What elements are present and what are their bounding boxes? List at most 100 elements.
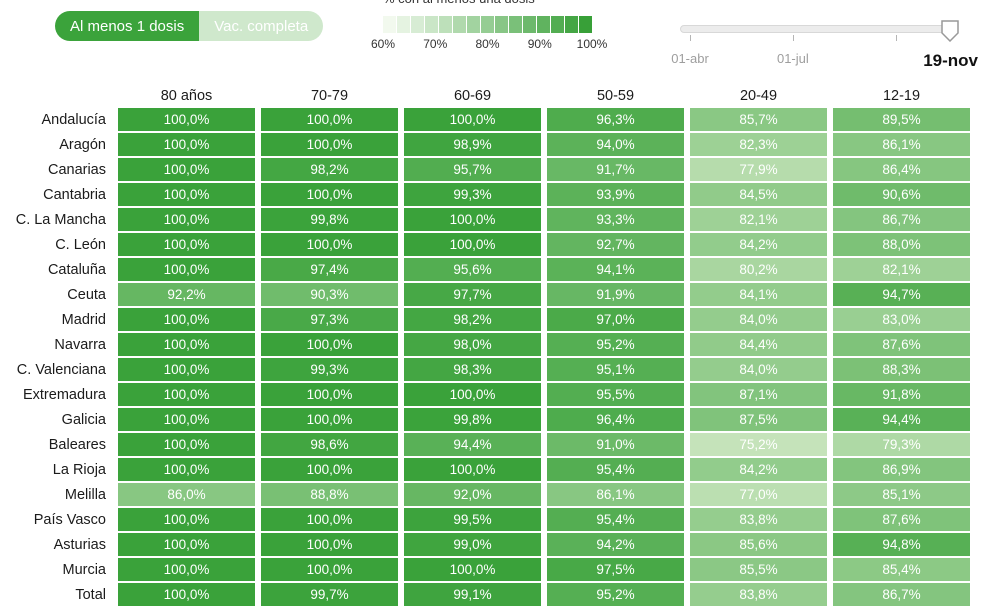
legend-swatch xyxy=(509,16,522,33)
legend-swatch xyxy=(579,16,592,33)
heatmap-cell: 100,0% xyxy=(118,183,255,206)
heatmap-cell: 87,6% xyxy=(833,333,970,356)
heatmap-cell: 82,3% xyxy=(690,133,827,156)
heatmap-cell: 95,2% xyxy=(547,583,684,606)
legend-title: % con al menos una dosis xyxy=(383,0,535,6)
heatmap-cell: 79,3% xyxy=(833,433,970,456)
heatmap-cell: 94,8% xyxy=(833,533,970,556)
heatmap-cell: 82,1% xyxy=(833,258,970,281)
legend-swatch xyxy=(537,16,550,33)
heatmap-cell: 95,2% xyxy=(547,333,684,356)
heatmap-cell: 97,7% xyxy=(404,283,541,306)
row-label: Navarra xyxy=(54,336,106,353)
heatmap-cell: 100,0% xyxy=(118,533,255,556)
heatmap-cell: 77,9% xyxy=(690,158,827,181)
row-label: C. La Mancha xyxy=(15,211,106,228)
heatmap-cell: 93,9% xyxy=(547,183,684,206)
heatmap-cell: 100,0% xyxy=(118,458,255,481)
heatmap-cell: 97,5% xyxy=(547,558,684,581)
heatmap-cell: 98,2% xyxy=(404,308,541,331)
heatmap-cell: 100,0% xyxy=(118,158,255,181)
heatmap-cell: 85,7% xyxy=(690,108,827,131)
heatmap-cell: 100,0% xyxy=(261,383,398,406)
heatmap-cell: 87,6% xyxy=(833,508,970,531)
heatmap-cell: 90,6% xyxy=(833,183,970,206)
heatmap-cell: 86,4% xyxy=(833,158,970,181)
heatmap-cell: 100,0% xyxy=(261,108,398,131)
heatmap-cell: 96,4% xyxy=(547,408,684,431)
heatmap-cell: 99,0% xyxy=(404,533,541,556)
heatmap-cell: 99,8% xyxy=(261,208,398,231)
row-label: Baleares xyxy=(48,436,106,453)
row-label: Melilla xyxy=(64,486,106,503)
heatmap-cell: 84,4% xyxy=(690,333,827,356)
date-slider: 01-abr 01-jul xyxy=(671,20,959,72)
heatmap-cell: 95,1% xyxy=(547,358,684,381)
toggle-option-al-menos-1-dosis[interactable]: Al menos 1 dosis xyxy=(55,11,200,41)
heatmap-cell: 98,0% xyxy=(404,333,541,356)
heatmap-cell: 98,3% xyxy=(404,358,541,381)
legend-swatch xyxy=(481,16,494,33)
heatmap-cell: 95,7% xyxy=(404,158,541,181)
dose-toggle: Al menos 1 dosis Vac. completa xyxy=(55,11,324,41)
legend-swatch xyxy=(551,16,564,33)
legend-tick-label: 60% xyxy=(370,37,396,51)
heatmap-cell: 99,3% xyxy=(261,358,398,381)
heatmap-cell: 100,0% xyxy=(261,533,398,556)
column-header: 50-59 xyxy=(596,88,635,104)
row-label: Canarias xyxy=(47,161,106,178)
heatmap-cell: 100,0% xyxy=(261,458,398,481)
heatmap-cell: 87,5% xyxy=(690,408,827,431)
heatmap-cell: 100,0% xyxy=(118,383,255,406)
selected-date-label: 19-nov xyxy=(923,51,978,70)
heatmap-cell: 100,0% xyxy=(404,208,541,231)
column-header: 60-69 xyxy=(453,88,492,104)
heatmap-cell: 94,0% xyxy=(547,133,684,156)
row-label: La Rioja xyxy=(52,461,106,478)
heatmap-cell: 77,0% xyxy=(690,483,827,506)
heatmap-cell: 100,0% xyxy=(118,558,255,581)
heatmap-cell: 93,3% xyxy=(547,208,684,231)
heatmap-cell: 75,2% xyxy=(690,433,827,456)
row-label: Ceuta xyxy=(67,286,106,303)
heatmap-cell: 100,0% xyxy=(404,558,541,581)
heatmap-cell: 95,5% xyxy=(547,383,684,406)
heatmap-cell: 91,8% xyxy=(833,383,970,406)
heatmap-cell: 91,9% xyxy=(547,283,684,306)
heatmap-cell: 85,5% xyxy=(690,558,827,581)
row-label: C. Valenciana xyxy=(16,361,106,378)
heatmap-cell: 97,0% xyxy=(547,308,684,331)
slider-track[interactable] xyxy=(680,25,958,33)
row-label: Cantabria xyxy=(43,186,106,203)
heatmap-cell: 100,0% xyxy=(261,133,398,156)
heatmap-cell: 100,0% xyxy=(118,583,255,606)
toggle-option-vac-completa[interactable]: Vac. completa xyxy=(199,11,324,41)
row-label: Cataluña xyxy=(47,261,106,278)
heatmap-cell: 100,0% xyxy=(118,333,255,356)
legend-labels: 60% 70% 80% 90% 100% xyxy=(371,37,607,51)
heatmap-cell: 89,5% xyxy=(833,108,970,131)
heatmap-cell: 85,4% xyxy=(833,558,970,581)
heatmap-cell: 86,1% xyxy=(833,133,970,156)
heatmap-cell: 96,3% xyxy=(547,108,684,131)
heatmap-cell: 86,7% xyxy=(833,208,970,231)
row-label: Andalucía xyxy=(41,111,107,128)
heatmap-cell: 99,5% xyxy=(404,508,541,531)
heatmap-cell: 84,0% xyxy=(690,308,827,331)
heatmap-cell: 98,2% xyxy=(261,158,398,181)
row-label: Aragón xyxy=(59,136,106,153)
heatmap-cell: 100,0% xyxy=(261,233,398,256)
heatmap-cell: 94,7% xyxy=(833,283,970,306)
legend-swatch xyxy=(383,16,396,33)
legend-swatch xyxy=(523,16,536,33)
heatmap-cell: 85,1% xyxy=(833,483,970,506)
heatmap-cell: 92,2% xyxy=(118,283,255,306)
heatmap-cell: 88,0% xyxy=(833,233,970,256)
heatmap-cell: 100,0% xyxy=(261,558,398,581)
slider-handle[interactable] xyxy=(940,20,959,47)
column-header: 20-49 xyxy=(739,88,778,104)
heatmap-cell: 100,0% xyxy=(261,508,398,531)
heatmap-cell: 100,0% xyxy=(118,233,255,256)
column-header: 70-79 xyxy=(310,88,349,104)
